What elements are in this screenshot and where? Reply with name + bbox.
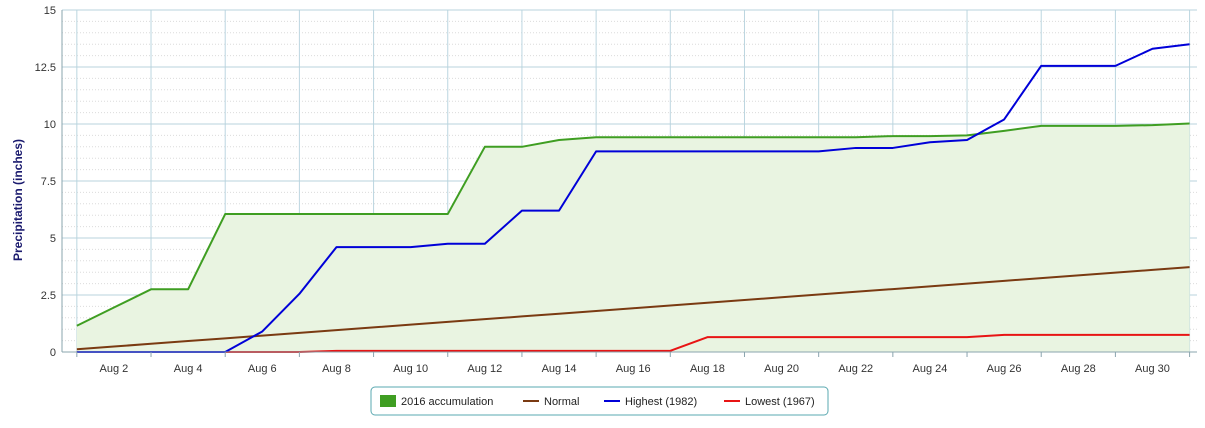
x-tick-label: Aug 18: [690, 363, 725, 375]
x-tick-label: Aug 14: [542, 363, 577, 375]
area-layer: [76, 123, 1190, 352]
x-tick-label: Aug 8: [322, 363, 351, 375]
legend-label-2016-accumulation: 2016 accumulation: [401, 396, 493, 408]
x-tick-label: Aug 6: [248, 363, 277, 375]
legend: 2016 accumulation Normal Highest (1982) Low…: [370, 386, 829, 416]
y-tick-label: 10: [44, 119, 56, 131]
legend-box: [370, 386, 829, 416]
x-tick-label: Aug 30: [1135, 363, 1170, 375]
x-tick-label: Aug 10: [393, 363, 428, 375]
area-fill-2016-accumulation: [76, 123, 1190, 352]
legend-label-normal: Normal: [544, 396, 579, 408]
x-tick-label: Aug 28: [1061, 363, 1096, 375]
x-tick-label: Aug 26: [987, 363, 1022, 375]
x-tick-label: Aug 4: [174, 363, 203, 375]
series-line-highest-1982: [76, 43, 1190, 353]
legend-label-highest-1982: Highest (1982): [625, 396, 697, 408]
x-tick-label: Aug 22: [838, 363, 873, 375]
y-tick-label: 7.5: [41, 176, 56, 188]
series-line-2016-accumulation: [76, 122, 1190, 327]
series-line-normal: [76, 266, 1190, 351]
y-tick-label: 5: [50, 233, 56, 245]
y-axis-title: Precipitation (inches): [11, 139, 25, 261]
legend-swatch-2016-accumulation: [380, 395, 396, 407]
x-tick-label: Aug 20: [764, 363, 799, 375]
y-tick-label: 0: [50, 347, 56, 359]
x-tick-label: Aug 12: [467, 363, 502, 375]
x-tick-label: Aug 24: [913, 363, 948, 375]
y-tick-label: 12.5: [35, 62, 56, 74]
axis-layer: 0 2.5 5 7.5 10 12.5 15 Aug 2 Aug 4 Aug 6 Aug 8 Aug …: [35, 5, 1197, 375]
y-tick-label: 15: [44, 5, 56, 17]
x-tick-label: Aug 16: [616, 363, 651, 375]
y-tick-label: 2.5: [41, 290, 56, 302]
legend-label-lowest-1967: Lowest (1967): [745, 396, 815, 408]
x-tick-label: Aug 2: [100, 363, 129, 375]
